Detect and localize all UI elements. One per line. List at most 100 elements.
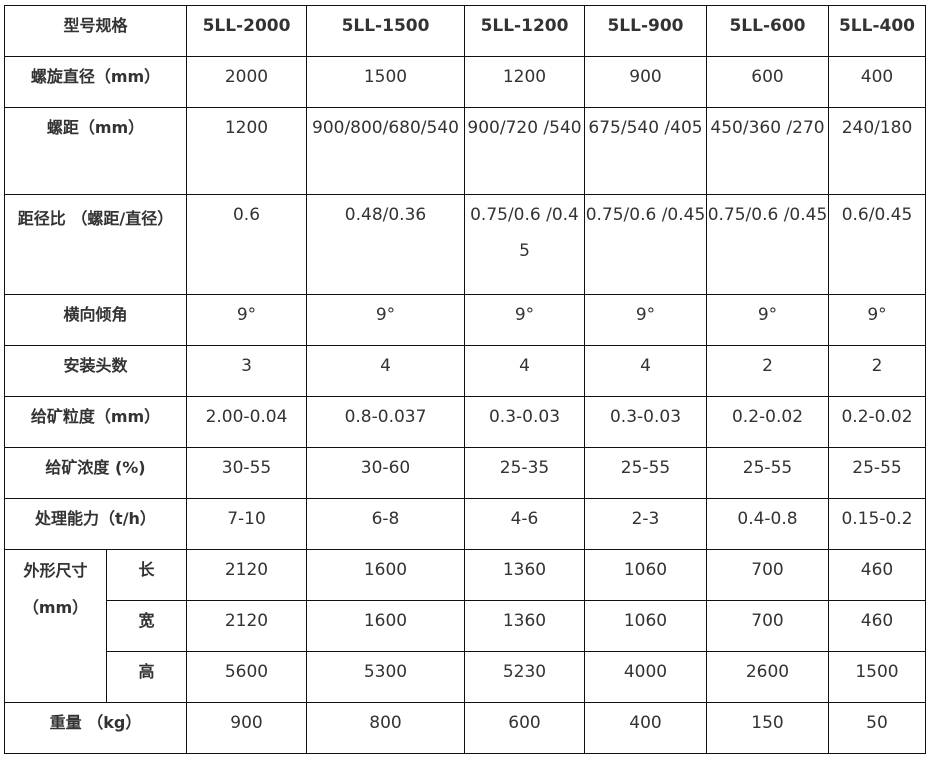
cell-value: 1500 — [306, 56, 465, 108]
cell-value: 6-8 — [306, 498, 465, 550]
row-label: 处理能力（t/h） — [4, 498, 187, 550]
cell-value: 1600 — [306, 600, 465, 652]
row-label: 重量 （kg） — [4, 702, 187, 754]
cell-value: 0.3-0.03 — [464, 396, 585, 448]
cell-value: 2000 — [186, 56, 307, 108]
header-label: 型号规格 — [4, 5, 187, 57]
table-row: 宽 2120 1600 1360 1060 700 460 — [5, 600, 926, 652]
cell-value: 400 — [584, 702, 707, 754]
table-row: 螺距（mm） 1200 900/800/680/540 900/720 /540 675… — [4, 107, 926, 195]
cell-value: 5300 — [306, 651, 465, 703]
cell-value: 7-10 — [186, 498, 307, 550]
model-header: 5LL-400 — [828, 5, 926, 57]
dimension-sublabel: 高 — [106, 651, 187, 703]
cell-value: 900 — [186, 702, 307, 754]
cell-value: 30-60 — [306, 447, 465, 499]
table-row: 安装头数 3 4 4 4 2 2 — [4, 345, 926, 397]
cell-value: 675/540 /405 — [584, 107, 707, 195]
cell-value: 600 — [464, 702, 585, 754]
cell-value: 0.75/0.6 /0.45 — [584, 194, 707, 295]
cell-value: 0.2-0.02 — [706, 396, 829, 448]
model-header: 5LL-2000 — [186, 5, 307, 57]
cell-value: 0.3-0.03 — [584, 396, 707, 448]
model-header: 5LL-1500 — [306, 5, 465, 57]
cell-value: 1360 — [464, 549, 585, 601]
cell-value: 2120 — [186, 600, 307, 652]
cell-value: 9° — [464, 294, 585, 346]
table-row: 距径比 （螺距/直径） 0.6 0.48/0.36 0.75/0.6 /0.45 0.7… — [4, 194, 926, 295]
cell-value: 2 — [706, 345, 829, 397]
spec-table: 型号规格 5LL-2000 5LL-1500 5LL-1200 5LL-900 5LL-6… — [4, 5, 926, 754]
cell-value: 0.75/0.6 /0.45 — [464, 194, 585, 295]
cell-value: 1060 — [584, 600, 707, 652]
cell-value: 25-35 — [464, 447, 585, 499]
row-label: 给矿浓度 (%) — [4, 447, 187, 499]
row-label: 横向倾角 — [4, 294, 187, 346]
model-header: 5LL-1200 — [464, 5, 585, 57]
dimensions-label: 外形尺寸 （mm） — [4, 549, 107, 703]
cell-value: 2.00-0.04 — [186, 396, 307, 448]
cell-value: 5600 — [186, 651, 307, 703]
cell-value: 400 — [828, 56, 926, 108]
table-row: 螺旋直径（mm） 2000 1500 1200 900 600 400 — [4, 56, 926, 108]
cell-value: 150 — [706, 702, 829, 754]
cell-value: 1200 — [464, 56, 585, 108]
cell-value: 900/800/680/540 — [306, 107, 465, 195]
cell-value: 9° — [306, 294, 465, 346]
cell-value: 9° — [186, 294, 307, 346]
table-row: 横向倾角 9° 9° 9° 9° 9° 9° — [4, 294, 926, 346]
cell-value: 700 — [706, 549, 829, 601]
cell-value: 4000 — [584, 651, 707, 703]
table-row: 给矿粒度（mm） 2.00-0.04 0.8-0.037 0.3-0.03 0.3-0.… — [4, 396, 926, 448]
dimension-sublabel: 长 — [106, 549, 187, 601]
cell-value: 0.75/0.6 /0.45 — [706, 194, 829, 295]
row-label: 安装头数 — [4, 345, 187, 397]
cell-value: 0.6 — [186, 194, 307, 295]
row-label: 螺旋直径（mm） — [4, 56, 187, 108]
cell-value: 1060 — [584, 549, 707, 601]
cell-value: 1500 — [828, 651, 926, 703]
dimension-sublabel: 宽 — [106, 600, 187, 652]
cell-value: 240/180 — [828, 107, 926, 195]
table-row: 重量 （kg） 900 800 600 400 150 50 — [4, 702, 926, 754]
cell-value: 4 — [464, 345, 585, 397]
cell-value: 2-3 — [584, 498, 707, 550]
cell-value: 600 — [706, 56, 829, 108]
row-label: 螺距（mm） — [4, 107, 187, 195]
table-row: 给矿浓度 (%) 30-55 30-60 25-35 25-55 25-55 25-55 — [4, 447, 926, 499]
row-label: 给矿粒度（mm） — [4, 396, 187, 448]
model-header: 5LL-900 — [584, 5, 707, 57]
cell-value: 25-55 — [828, 447, 926, 499]
cell-value: 9° — [584, 294, 707, 346]
cell-value: 3 — [186, 345, 307, 397]
cell-value: 1200 — [186, 107, 307, 195]
table-row: 型号规格 5LL-2000 5LL-1500 5LL-1200 5LL-900 5LL-6… — [4, 5, 926, 57]
table-row: 处理能力（t/h） 7-10 6-8 4-6 2-3 0.4-0.8 0.15-0.2 — [4, 498, 926, 550]
cell-value: 2600 — [706, 651, 829, 703]
cell-value: 1360 — [464, 600, 585, 652]
row-label: 距径比 （螺距/直径） — [4, 194, 187, 295]
cell-value: 4-6 — [464, 498, 585, 550]
cell-value: 0.48/0.36 — [306, 194, 465, 295]
cell-value: 30-55 — [186, 447, 307, 499]
table-row: 高 5600 5300 5230 4000 2600 1500 — [5, 651, 926, 703]
cell-value: 2 — [828, 345, 926, 397]
model-header: 5LL-600 — [706, 5, 829, 57]
cell-value: 450/360 /270 — [706, 107, 829, 195]
cell-value: 25-55 — [706, 447, 829, 499]
cell-value: 0.2-0.02 — [828, 396, 926, 448]
cell-value: 460 — [828, 549, 926, 601]
cell-value: 9° — [828, 294, 926, 346]
cell-value: 0.8-0.037 — [306, 396, 465, 448]
cell-value: 800 — [306, 702, 465, 754]
cell-value: 460 — [828, 600, 926, 652]
cell-value: 9° — [706, 294, 829, 346]
cell-value: 50 — [828, 702, 926, 754]
cell-value: 700 — [706, 600, 829, 652]
cell-value: 5230 — [464, 651, 585, 703]
cell-value: 900 — [584, 56, 707, 108]
cell-value: 0.4-0.8 — [706, 498, 829, 550]
cell-value: 25-55 — [584, 447, 707, 499]
cell-value: 0.15-0.2 — [828, 498, 926, 550]
cell-value: 1600 — [306, 549, 465, 601]
